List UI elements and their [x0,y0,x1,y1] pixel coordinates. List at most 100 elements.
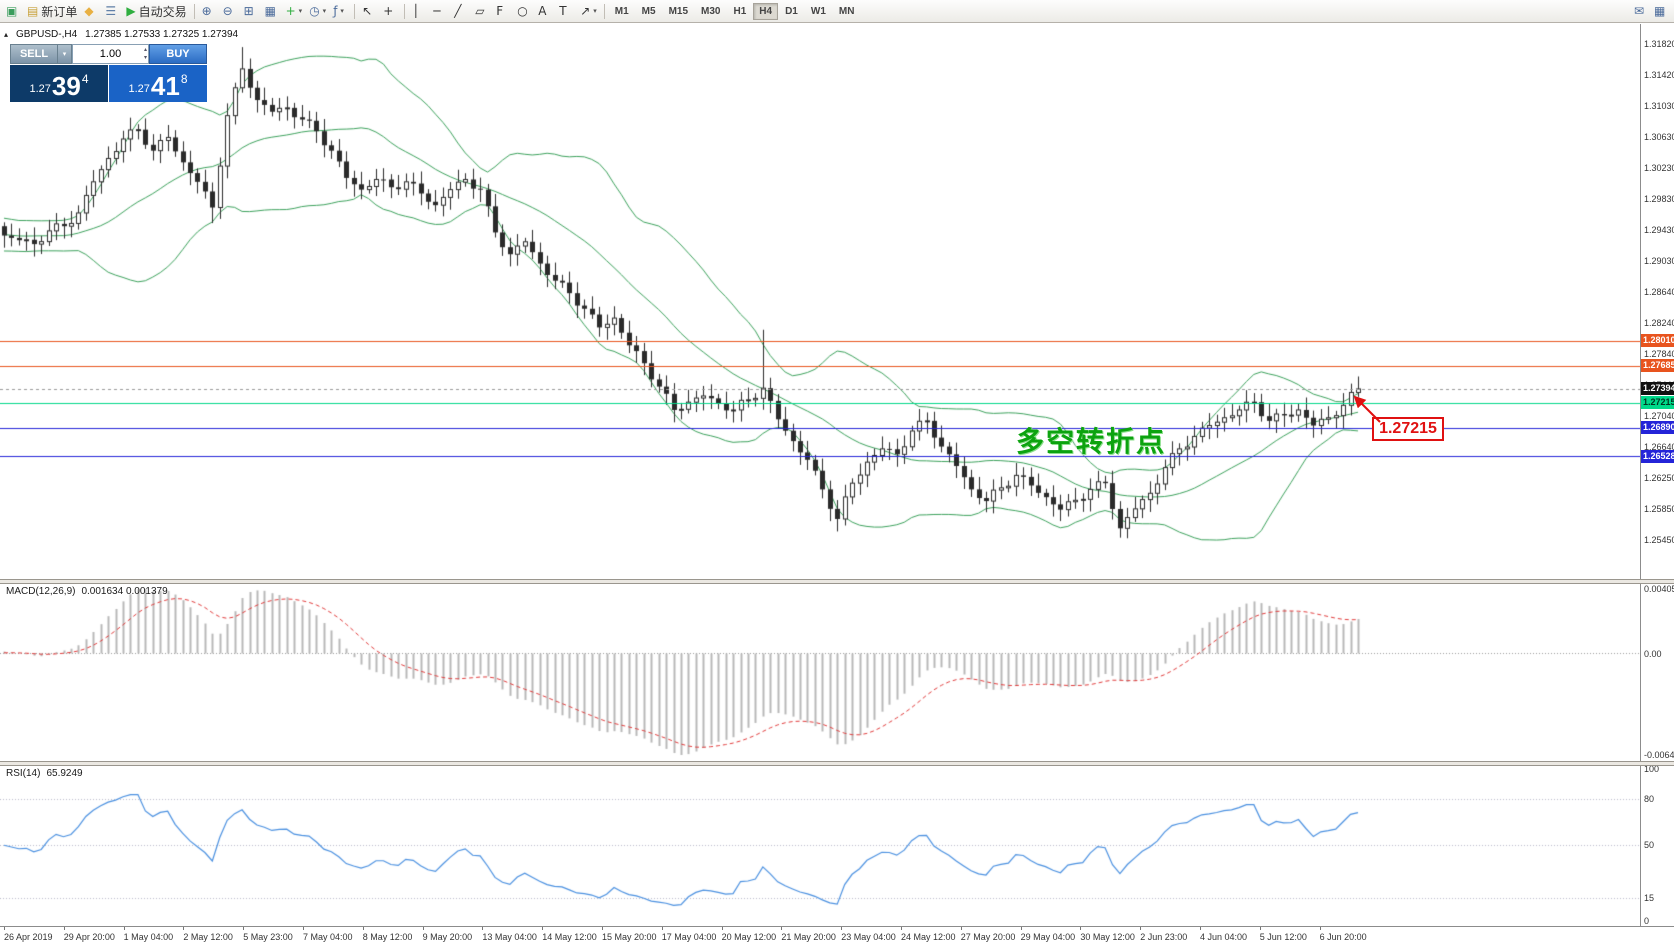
time-axis-tick [1020,927,1022,930]
price-axis-label: 1.29430 [1644,225,1674,236]
indicators-button[interactable]: ƒ ▾ [330,1,350,21]
time-axis-tick [1200,927,1201,930]
text-icon: A [538,4,547,18]
timeframe-mn-button[interactable]: MN [833,3,861,20]
trendline-button[interactable]: ╱ [451,1,471,21]
terminal-button[interactable]: ▣ [3,1,23,21]
time-axis-tick [841,927,843,930]
market-depth-icon: ☰ [105,4,117,18]
time-axis[interactable]: 26 Apr 2019 29 Apr 20:00 1 May 04:00 2 May … [0,926,1674,946]
price-tag-5: 1.26528 [1641,449,1674,463]
profiles-button[interactable]: ◷ ▾ [306,1,329,21]
time-axis-label: 30 May 12:00 [1080,932,1135,942]
timeframe-h1-button[interactable]: H1 [727,3,752,20]
crosshair-button[interactable]: + [380,1,400,21]
timeframe-h4-button[interactable]: H4 [753,2,779,20]
timeframe-m5-button[interactable]: M5 [636,3,662,20]
price-axis-label: 1.29830 [1644,193,1674,204]
text-label-button[interactable]: T [556,1,576,21]
price-axis-label: 1.27040 [1644,411,1674,422]
price-axis-label: 1.26640 [1644,442,1674,453]
time-axis-tick [362,927,364,930]
timeframe-m1-button[interactable]: M1 [609,3,635,20]
timeframe-w1-button[interactable]: W1 [805,3,832,20]
time-axis-label: 7 May 04:00 [303,932,353,942]
time-axis-label: 21 May 20:00 [781,932,836,942]
time-axis-tick [422,927,424,930]
price-chart-canvas[interactable] [0,24,1640,579]
buy-price-display[interactable]: 1.27 41 8 [109,65,207,102]
volume-down-icon[interactable]: ▾ [143,55,147,61]
timeframe-d1-button[interactable]: D1 [779,3,804,20]
time-axis-label: 14 May 12:00 [542,932,597,942]
time-axis-tick [602,927,603,930]
zoom-out-button[interactable]: ⊖ [220,1,240,21]
price-tag-2: 1.27685 [1641,359,1674,373]
time-axis-tick [542,927,544,930]
time-axis-tick [901,927,902,930]
time-axis-label: 5 Jun 12:00 [1259,932,1307,942]
rsi-axis-label: 100 [1644,764,1660,774]
one-click-trading-panel: SELL ▾ 1.00 ▴ ▾ BUY 1.27 39 4 1.27 41 8 [10,44,207,102]
price-axis[interactable]: 1.31820 1.31420 1.31030 1.30630 1.30230 1.298… [1640,24,1674,926]
trendline-icon: ╱ [454,4,462,18]
price-axis-label: 1.28640 [1644,286,1674,297]
sell-price-display[interactable]: 1.27 39 4 [10,65,108,102]
current-price-tag: 1.27394 [1641,382,1674,396]
timeframe-m15-button[interactable]: M15 [663,3,694,20]
layout-button[interactable]: ▦ [1651,1,1671,21]
equidistant-channel-button[interactable]: ▱ [472,1,492,21]
turning-point-annotation: 多空转折点 [1016,426,1167,457]
time-axis-label: 27 May 20:00 [960,932,1016,942]
cascade-windows-button[interactable]: ▦ [262,1,282,21]
cursor-button[interactable]: ↖ [359,1,379,21]
sell-price-big: 39 [51,71,81,101]
horizontal-line-button[interactable]: ─ [430,1,450,21]
sell-options-caret-icon[interactable]: ▾ [58,44,72,64]
macd-panel-canvas[interactable] [0,584,1640,761]
time-axis-tick [123,927,125,930]
toolbar-separator [193,3,195,19]
market-depth-button[interactable]: ☰ [102,1,122,21]
price-axis-label: 1.31820 [1644,39,1674,49]
price-axis-label: 1.28240 [1644,317,1674,328]
autotrading-button[interactable]: ▶ 自动交易 [123,1,189,21]
price-axis-label: 1.27840 [1644,348,1674,359]
rsi-panel-canvas[interactable] [0,766,1640,926]
panel-separator[interactable] [0,579,1674,584]
buy-button[interactable]: BUY [149,44,207,64]
collapse-arrow-icon[interactable]: ▴ [4,30,9,39]
new-order-button[interactable]: ▤ 新订单 [24,1,80,21]
fibonacci-button[interactable]: F [493,1,513,21]
one-click-price-row: 1.27 39 4 1.27 41 8 [10,65,207,102]
sell-button[interactable]: SELL [10,44,58,64]
timeframe-m30-button[interactable]: M30 [695,3,726,20]
panel-separator[interactable] [0,761,1674,766]
text-label-icon: T [559,4,567,18]
volume-input[interactable]: 1.00 ▴ ▾ [72,44,149,64]
time-axis-tick [303,927,304,930]
fibonacci-icon: F [496,4,504,18]
one-click-controls-row: SELL ▾ 1.00 ▴ ▾ BUY [10,44,207,64]
time-axis-label: 20 May 12:00 [721,932,777,942]
zoom-in-button[interactable]: ⊕ [199,1,219,21]
time-axis-label: 29 Apr 20:00 [63,932,115,942]
macd-label: MACD(12,26,9) 0.001634 0.001379 [6,586,168,597]
text-button[interactable]: A [535,1,555,21]
tile-windows-button[interactable]: ⊞ [241,1,261,21]
zoom-out-icon: ⊖ [222,4,233,18]
price-tag-4: 1.26890 [1641,421,1674,435]
cascade-windows-icon: ▦ [264,4,276,18]
time-axis-label: 2 Jun 23:00 [1140,932,1188,942]
metaeditor-button[interactable]: ◆ [81,1,101,21]
messages-button[interactable]: ✉ [1631,1,1651,21]
volume-up-icon[interactable]: ▴ [143,47,147,53]
arrows-button[interactable]: ↗ ▾ [577,1,600,21]
new-chart-button[interactable]: + ▾ [283,1,306,21]
time-axis-label: 29 May 04:00 [1020,932,1076,942]
indicators-button-caret-icon: ▾ [340,8,344,15]
time-axis-label: 26 Apr 2019 [4,932,53,942]
shapes-button[interactable]: ○ [514,1,534,21]
layout-icon: ▦ [1654,4,1666,18]
vertical-line-button[interactable]: │ [409,1,429,21]
